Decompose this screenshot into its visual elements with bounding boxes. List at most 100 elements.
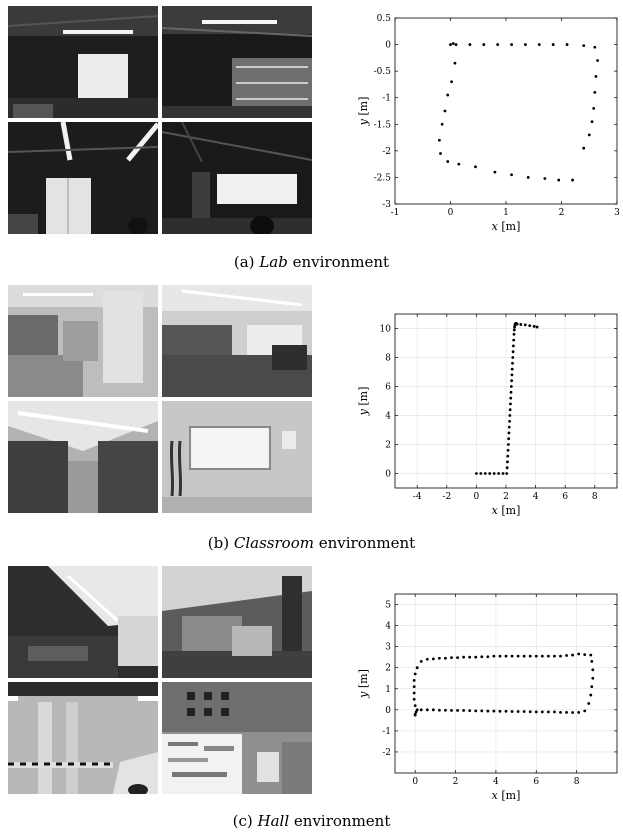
trajectory-point — [492, 472, 496, 475]
trajectory-point — [551, 43, 555, 46]
trajectory-point — [522, 710, 526, 713]
classroom-photo-2 — [162, 285, 312, 397]
trajectory-point — [537, 43, 541, 46]
trajectory-point — [501, 472, 505, 475]
x-axis-label: x [m] — [492, 220, 521, 233]
trajectory-point — [509, 385, 513, 388]
trajectory-point — [419, 708, 423, 712]
trajectory-point — [589, 693, 593, 697]
trajectory-point — [462, 655, 466, 659]
lab-caption: (a) Lab environment — [0, 253, 623, 271]
trajectory-point — [444, 656, 447, 660]
hall-photo-3 — [8, 682, 158, 794]
trajectory-point — [553, 710, 556, 714]
trajectory-point — [577, 652, 581, 656]
trajectory-point — [438, 656, 441, 660]
x-tick-label: 8 — [592, 492, 598, 502]
trajectory-point — [486, 655, 490, 659]
x-axis-var: x — [492, 220, 502, 233]
caption-environment-name: Hall — [257, 812, 290, 830]
y-tick-label: 4 — [385, 412, 391, 422]
trajectory-point — [510, 710, 514, 713]
trajectory-point — [456, 656, 459, 659]
trajectory-point — [446, 160, 450, 163]
trajectory-point — [510, 173, 513, 177]
trajectory-point — [415, 666, 419, 670]
trajectory-point — [591, 668, 595, 672]
trajectory-point — [425, 657, 429, 661]
trajectory-point — [582, 44, 586, 48]
x-tick-label: 0 — [474, 492, 480, 502]
y-axis-label: y [m] — [357, 387, 370, 417]
trajectory-point — [587, 702, 591, 705]
trajectory-point — [412, 691, 416, 695]
trajectory-point — [462, 709, 466, 712]
trajectory-point — [474, 655, 478, 659]
trajectory-point — [431, 708, 435, 712]
trajectory-point — [450, 80, 454, 84]
trajectory-point — [522, 654, 526, 658]
trajectory-point — [497, 472, 500, 475]
trajectory-point — [512, 328, 516, 332]
trajectory-point — [592, 106, 596, 110]
trajectory-point — [509, 402, 512, 406]
y-tick-label: 5 — [385, 601, 391, 611]
lab-photo-grid — [8, 6, 312, 234]
y-tick-label: -1 — [382, 727, 391, 737]
classroom-photo-3 — [8, 401, 158, 513]
trajectory-point — [528, 654, 532, 658]
trajectory-point — [456, 709, 459, 712]
trajectory-point — [506, 454, 510, 458]
trajectory-point — [590, 685, 594, 689]
trajectory-point — [457, 162, 461, 166]
trajectory-point — [443, 109, 447, 113]
x-tick-label: 4 — [493, 777, 499, 787]
y-tick-label: -0.5 — [374, 67, 392, 77]
trajectory-point — [496, 43, 500, 46]
x-tick-label: 2 — [559, 208, 565, 218]
trajectory-point — [475, 472, 478, 475]
y-tick-label: -2 — [382, 147, 391, 157]
x-axis-var: x — [492, 504, 502, 517]
trajectory-point — [524, 43, 527, 46]
trajectory-point — [468, 709, 472, 713]
trajectory-point — [449, 43, 452, 46]
hall-photo-1 — [8, 566, 158, 678]
trajectory-point — [454, 43, 458, 46]
trajectory-point — [474, 165, 477, 169]
trajectory-point — [589, 653, 593, 657]
trajectory-point — [504, 709, 508, 713]
hall-photo-2 — [162, 566, 312, 678]
trajectory-point — [506, 460, 509, 464]
y-axis-unit: [m] — [357, 669, 370, 688]
trajectory-point — [546, 654, 550, 658]
trajectory-point — [565, 654, 568, 657]
trajectory-point — [590, 659, 594, 663]
y-axis-unit: [m] — [357, 387, 370, 406]
trajectory-point — [596, 59, 599, 62]
trajectory-point — [415, 708, 419, 712]
trajectory-point — [498, 654, 502, 658]
trajectory-point — [571, 711, 574, 714]
y-tick-label: 10 — [380, 325, 392, 335]
trajectory-point — [523, 323, 527, 327]
trajectory-point — [468, 43, 472, 46]
x-tick-label: 4 — [533, 492, 539, 502]
trajectory-point — [413, 704, 417, 708]
trajectory-point — [474, 709, 478, 713]
trajectory-point — [498, 709, 502, 713]
trajectory-point — [412, 697, 416, 701]
plot-frame — [394, 593, 618, 774]
trajectory-point — [516, 654, 520, 658]
trajectory-point — [511, 361, 514, 365]
y-tick-label: 2 — [385, 441, 391, 451]
x-axis-unit: [m] — [501, 220, 520, 233]
trajectory-point — [535, 325, 539, 329]
trajectory-point — [510, 43, 513, 46]
trajectory-point — [480, 709, 484, 713]
trajectory-point — [413, 712, 417, 716]
trajectory-point — [510, 654, 514, 658]
trajectory-point — [534, 654, 538, 658]
caption-suffix: environment — [293, 812, 391, 830]
